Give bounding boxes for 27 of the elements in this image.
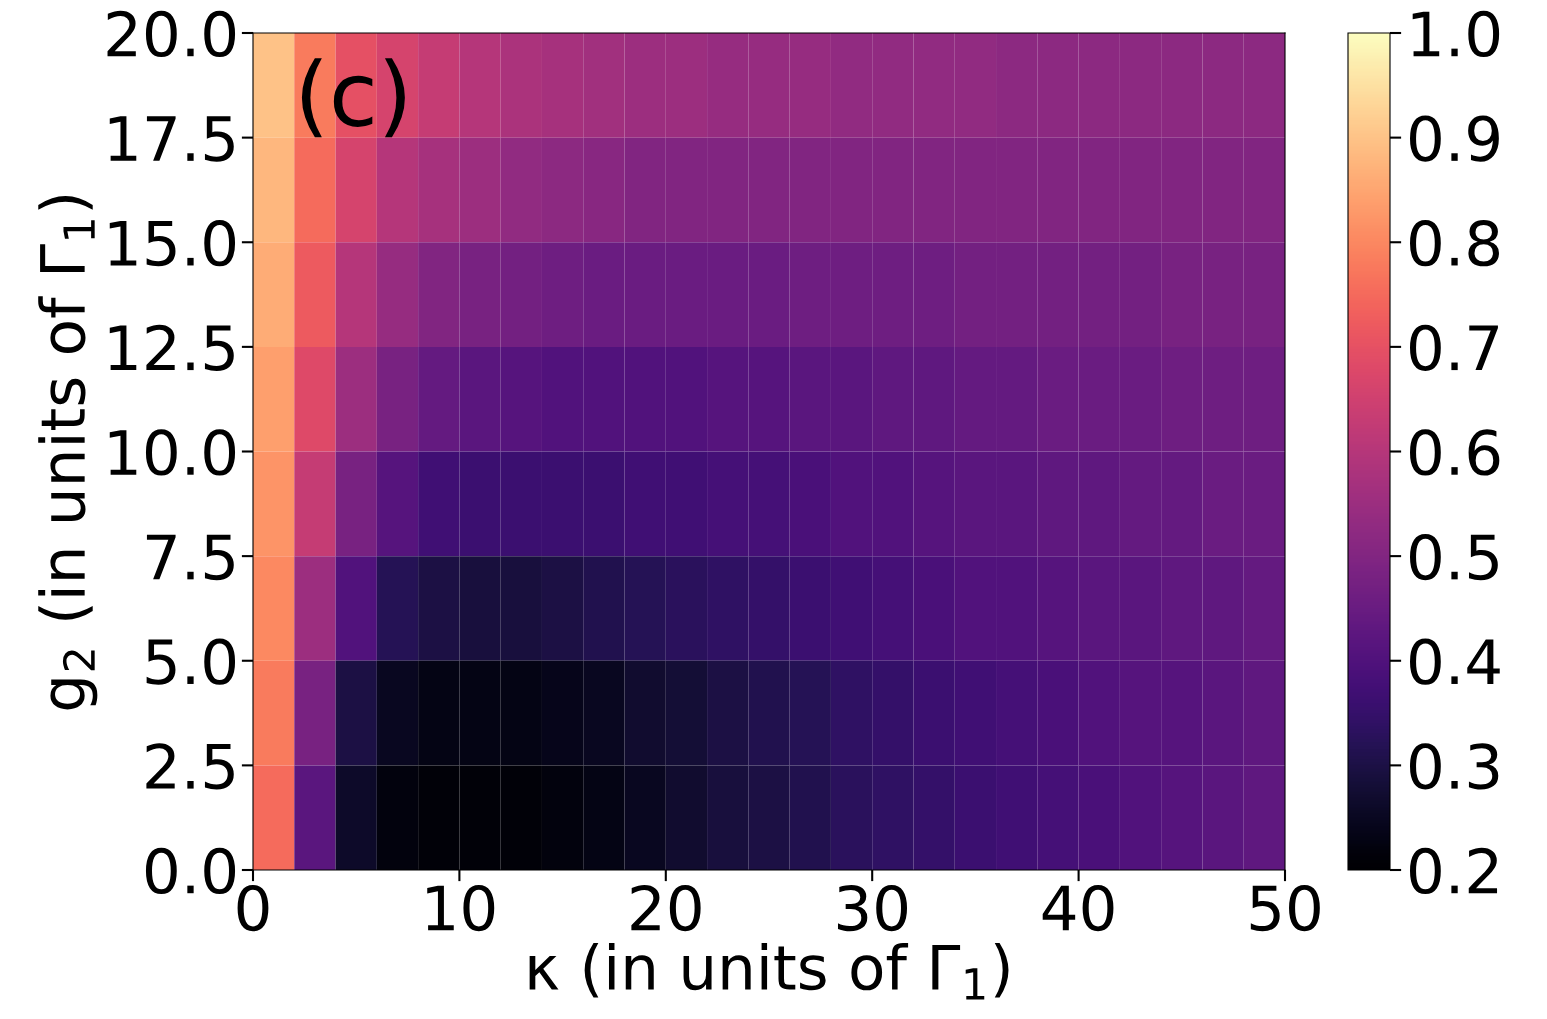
x-tick-label: 30 — [837, 884, 908, 932]
y-tick-label: 15.0 — [109, 220, 236, 267]
x-axis-title: κ (in units of Γ$_{1}$) — [529, 943, 1009, 1000]
color-bar-label: 0.2 — [1410, 847, 1498, 895]
color-bar-label: 0.9 — [1410, 115, 1499, 162]
y-tick-label: 10.0 — [109, 429, 236, 476]
x-tick-label: 0 — [237, 884, 269, 932]
color-bar-label: 0.5 — [1410, 533, 1498, 581]
x-tick-label: 40 — [1042, 884, 1114, 932]
y-tick-label: 17.5 — [109, 116, 234, 162]
color-bar-label: 1.0 — [1412, 10, 1500, 58]
color-bar-label: 0.8 — [1410, 220, 1499, 267]
y-axis-title: g$_{2}$ (in units of Γ$_{1}$) — [38, 195, 98, 710]
y-tick-label: 7.5 — [146, 534, 234, 581]
y-tick-label: 0.0 — [145, 847, 236, 895]
color-bar-label: 0.3 — [1410, 743, 1499, 790]
x-tick-label: 20 — [631, 884, 701, 932]
annotation: (c) — [301, 58, 405, 138]
color-bar-label: 0.7 — [1410, 324, 1498, 371]
color-bar-label: 0.6 — [1410, 429, 1500, 476]
y-tick-label: 12.5 — [109, 324, 234, 371]
y-tick-label: 20.0 — [107, 10, 236, 58]
x-tick-label: 10 — [427, 884, 495, 932]
y-tick-label: 2.5 — [146, 743, 234, 790]
y-tick-label: 5.0 — [146, 638, 236, 685]
color-bar-label: 0.4 — [1410, 638, 1500, 685]
x-tick-label: 50 — [1250, 884, 1320, 932]
